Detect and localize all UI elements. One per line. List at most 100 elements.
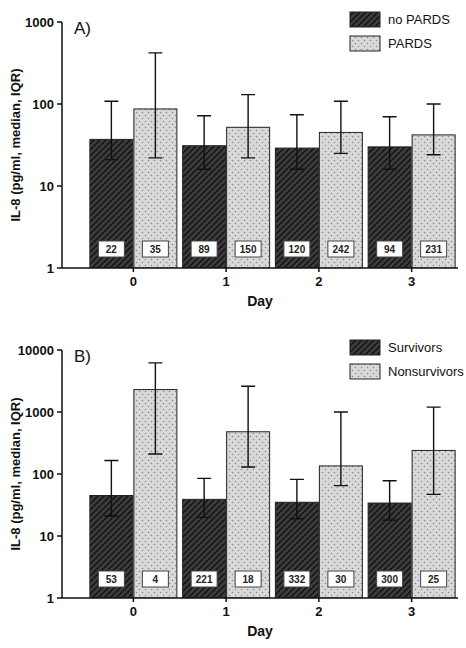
count-box (284, 571, 310, 587)
y-tick (57, 473, 62, 475)
error-bar (241, 95, 255, 158)
y-tick-label: 100 (32, 467, 54, 482)
y-tick (57, 185, 62, 187)
panel-title: B) (74, 347, 91, 366)
x-tick (318, 598, 320, 602)
count-box (421, 241, 447, 257)
labels: 53 221 332 300 4 18 30 25 (98, 571, 446, 587)
labels: 22 89 120 94 35 150 242 231 (98, 241, 446, 257)
x-tick-label: 0 (130, 604, 137, 619)
y-tick (57, 103, 62, 105)
y-tick (57, 597, 62, 599)
count-box (191, 571, 217, 587)
count-box (421, 571, 447, 587)
y-tick-label: 1 (47, 261, 54, 276)
x-tick (225, 598, 227, 602)
legend-swatch (350, 36, 380, 51)
count-label: 4 (153, 574, 159, 585)
y-tick-label: 1000 (25, 15, 54, 30)
count-label: 94 (384, 244, 396, 255)
error-bar (427, 104, 441, 155)
count-label: 35 (150, 244, 162, 255)
y-tick-label: 100 (32, 97, 54, 112)
error-bar (241, 386, 255, 467)
x-tick-label: 1 (223, 604, 230, 619)
error-bar (197, 478, 211, 517)
count-box (235, 571, 261, 587)
legend: no PARDS PARDS (350, 12, 450, 51)
error-bar (104, 461, 118, 517)
x-tick-label: 1 (223, 274, 230, 289)
y-tick (57, 535, 62, 537)
count-box (377, 241, 403, 257)
count-label: 25 (428, 574, 440, 585)
y-tick-label: 1000 (25, 405, 54, 420)
x-tick-label: 3 (408, 274, 415, 289)
legend: Survivors Nonsurvivors (350, 340, 464, 379)
panel: 2289120943515024223111010010000123DayIL-… (8, 12, 458, 309)
legend-label: PARDS (388, 36, 432, 51)
x-tick (411, 268, 413, 272)
y-axis-label: IL-8 (pg/ml, median, IQR) (8, 397, 23, 550)
x-axis-label: Day (247, 623, 273, 639)
count-box (142, 571, 168, 587)
count-box (284, 241, 310, 257)
legend-swatch (350, 12, 380, 27)
panel: 53 221 332 300 4 18 30 25 1 10 100 1000 10000 0 1 2 3 Day… (8, 340, 464, 639)
count-box (328, 571, 354, 587)
error-bar (290, 479, 304, 518)
error-bar (334, 412, 348, 486)
count-label: 300 (381, 574, 398, 585)
x-axis-line (62, 597, 458, 599)
error-bar (383, 481, 397, 520)
count-label: 242 (333, 244, 350, 255)
count-label: 120 (289, 244, 306, 255)
count-label: 221 (196, 574, 213, 585)
error-bar (197, 116, 211, 170)
panel-title: A) (74, 19, 91, 38)
y-axis-label: IL-8 (pg/ml, median, IQR) (8, 68, 23, 221)
count-label: 22 (106, 244, 118, 255)
error-bar (290, 115, 304, 170)
count-label: 53 (106, 574, 118, 585)
y-tick (57, 349, 62, 351)
count-box (377, 571, 403, 587)
x-tick (411, 598, 413, 602)
count-box (235, 241, 261, 257)
legend-label: Nonsurvivors (388, 364, 464, 379)
legend-swatch (350, 340, 380, 355)
x-tick-label: 2 (315, 604, 322, 619)
count-label: 231 (425, 244, 442, 255)
error-bar (104, 101, 118, 159)
x-tick-label: 3 (408, 604, 415, 619)
legend-label: Survivors (388, 340, 443, 355)
y-axis-line (61, 22, 63, 268)
error-bar (148, 53, 162, 158)
count-label: 18 (243, 574, 255, 585)
legend-label: no PARDS (388, 12, 450, 27)
error-bar (148, 363, 162, 454)
count-box (142, 241, 168, 257)
count-box (98, 241, 124, 257)
marks (90, 53, 455, 268)
count-box (98, 571, 124, 587)
count-box (191, 241, 217, 257)
x-tick (133, 268, 135, 272)
marks (90, 363, 455, 598)
x-axis-label: Day (247, 293, 273, 309)
error-bar (427, 407, 441, 494)
y-tick (57, 411, 62, 413)
count-label: 30 (335, 574, 347, 585)
y-tick-label: 10000 (18, 343, 54, 358)
count-box (328, 241, 354, 257)
count-label: 150 (240, 244, 257, 255)
x-tick (133, 598, 135, 602)
y-tick-label: 10 (40, 179, 54, 194)
count-label: 89 (199, 244, 211, 255)
count-label: 332 (289, 574, 306, 585)
y-tick (57, 21, 62, 23)
x-tick (225, 268, 227, 272)
y-tick-label: 10 (40, 529, 54, 544)
y-tick-label: 1 (47, 591, 54, 606)
chart-root: 2289120943515024223111010010000123DayIL-… (0, 0, 466, 648)
